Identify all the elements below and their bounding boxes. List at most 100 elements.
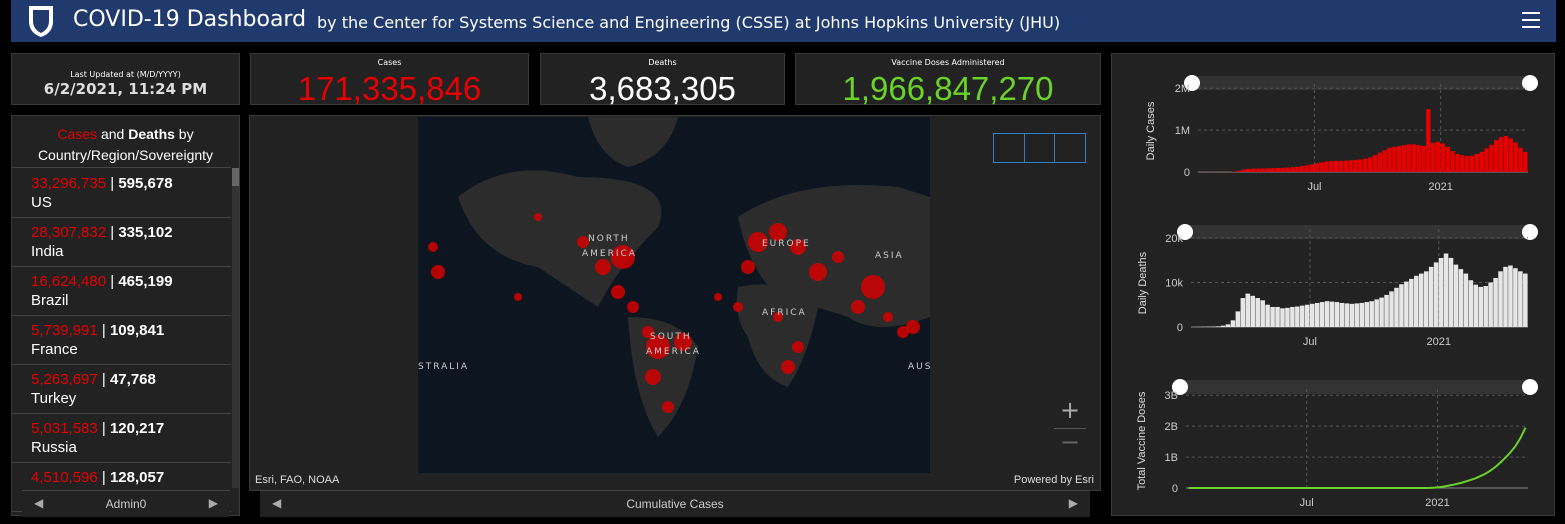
slider-handle bbox=[1522, 75, 1538, 91]
map-footer[interactable]: ◀ Cumulative Cases ▶ bbox=[260, 490, 1090, 517]
updated-value: 6/2/2021, 11:24 PM bbox=[43, 80, 208, 98]
bar bbox=[1399, 284, 1404, 327]
bar bbox=[1339, 302, 1345, 327]
zoom-in[interactable]: + bbox=[1054, 396, 1086, 429]
bar bbox=[1411, 144, 1416, 172]
y-tick-label: 2B bbox=[1165, 421, 1178, 433]
bar bbox=[1428, 266, 1434, 327]
bar bbox=[1225, 324, 1231, 327]
basemap-button[interactable] bbox=[1055, 134, 1085, 162]
legend-button[interactable] bbox=[1025, 134, 1056, 162]
bar bbox=[1349, 303, 1355, 327]
y-tick-label: 3B bbox=[1165, 390, 1178, 402]
bar bbox=[1493, 278, 1498, 327]
y-tick-label: 10k bbox=[1165, 277, 1183, 289]
menu-button[interactable] bbox=[1521, 11, 1541, 29]
bar bbox=[1314, 163, 1319, 172]
list-item[interactable]: 16,624,480 | 465,199 Brazil bbox=[12, 266, 231, 316]
range-slider[interactable] bbox=[1190, 76, 1536, 90]
bar bbox=[1423, 271, 1429, 327]
map-label: STRALIA bbox=[418, 362, 470, 372]
updated-box: Last Updated at (M/D/YYYY) 6/2/2021, 11:… bbox=[11, 53, 240, 105]
bar bbox=[1418, 273, 1424, 327]
bar bbox=[1396, 146, 1402, 172]
bar bbox=[1245, 293, 1251, 327]
stat-label: Cases bbox=[377, 58, 402, 67]
bar bbox=[1348, 160, 1353, 172]
bar bbox=[1369, 301, 1374, 327]
bookmark-button[interactable] bbox=[994, 134, 1025, 162]
bar bbox=[1392, 146, 1397, 172]
bar bbox=[1275, 306, 1280, 327]
bar bbox=[1401, 145, 1407, 172]
bar bbox=[1280, 308, 1285, 327]
scrollbar[interactable] bbox=[232, 168, 239, 488]
bar bbox=[1344, 303, 1350, 327]
cases: 4,510,596 bbox=[31, 469, 98, 486]
header: COVID-19 Dashboard by the Center for Sys… bbox=[11, 0, 1556, 42]
stat-value: 171,335,846 bbox=[297, 70, 482, 107]
bar bbox=[1231, 171, 1237, 172]
bar bbox=[1389, 291, 1394, 327]
bar bbox=[1270, 168, 1276, 172]
bar bbox=[1338, 160, 1344, 172]
bar bbox=[1484, 148, 1489, 172]
y-tick-label: 2M bbox=[1175, 83, 1190, 95]
bar bbox=[1290, 306, 1295, 327]
country: Turkey bbox=[31, 390, 77, 407]
bar bbox=[1290, 167, 1295, 172]
bar bbox=[1309, 303, 1315, 327]
heading-word: Country/Region/Sovereignty bbox=[37, 147, 214, 163]
bar bbox=[1513, 142, 1518, 172]
bar bbox=[1382, 150, 1387, 172]
bar bbox=[1404, 281, 1409, 327]
bar bbox=[1250, 295, 1256, 327]
bar bbox=[1251, 168, 1256, 172]
zoom-out[interactable]: − bbox=[1059, 428, 1081, 456]
bar bbox=[1494, 140, 1499, 172]
bar bbox=[1353, 159, 1358, 172]
slider-handle bbox=[1522, 224, 1538, 240]
list-item[interactable]: 5,739,991 | 109,841 France bbox=[12, 315, 231, 365]
bar bbox=[1241, 169, 1247, 172]
updated-label: Last Updated at (M/D/YYYY) bbox=[70, 70, 181, 79]
y-tick-label: 1M bbox=[1175, 125, 1190, 137]
map-label: SOUTH bbox=[650, 332, 692, 342]
country: France bbox=[31, 341, 78, 358]
list-item[interactable]: 5,263,697 | 47,768 Turkey bbox=[12, 364, 231, 414]
bar bbox=[1324, 161, 1329, 172]
bar bbox=[1473, 284, 1479, 327]
cases: 5,739,991 bbox=[31, 322, 98, 339]
bar bbox=[1443, 253, 1449, 327]
bar bbox=[1295, 166, 1300, 172]
footer-label: Cumulative Cases bbox=[626, 497, 724, 511]
bar bbox=[1265, 304, 1270, 327]
map[interactable] bbox=[418, 117, 930, 473]
list-footer[interactable]: ◀ Admin0 ▶ bbox=[22, 490, 230, 517]
list-item[interactable]: 28,307,832 | 335,102 India bbox=[12, 217, 231, 267]
map-label: ASIA bbox=[875, 251, 904, 261]
bar bbox=[1236, 170, 1242, 172]
deaths: 595,678 bbox=[118, 175, 173, 192]
list-heading: Cases and Deaths by Country/Region/Sovere… bbox=[12, 124, 239, 166]
y-axis-label: Daily Cases bbox=[1145, 101, 1157, 160]
bar bbox=[1518, 271, 1523, 327]
list-item[interactable]: 33,296,735 | 595,678 US bbox=[12, 168, 231, 218]
slider-handle bbox=[1172, 379, 1188, 395]
bar bbox=[1523, 151, 1528, 172]
bar bbox=[1319, 162, 1324, 172]
bar bbox=[1523, 273, 1528, 327]
range-slider[interactable] bbox=[1178, 380, 1536, 394]
bar bbox=[1463, 273, 1469, 327]
range-slider[interactable] bbox=[1183, 225, 1536, 239]
y-axis-label: Daily Deaths bbox=[1137, 251, 1149, 314]
x-tick-label: 2021 bbox=[1428, 181, 1452, 193]
chart-panel: 0 1M 2M Jul 2021 Daily Cases 0 10k 20k Jul 2021 Dai… bbox=[1111, 53, 1555, 516]
list-item[interactable]: 5,031,583 | 120,217 Russia bbox=[12, 413, 231, 463]
y-tick-label: 0 bbox=[1172, 483, 1178, 495]
bar bbox=[1333, 160, 1339, 172]
x-tick-label: Jul bbox=[1307, 181, 1321, 193]
heading-word: Cases bbox=[57, 126, 98, 142]
cases: 5,031,583 bbox=[31, 420, 98, 437]
